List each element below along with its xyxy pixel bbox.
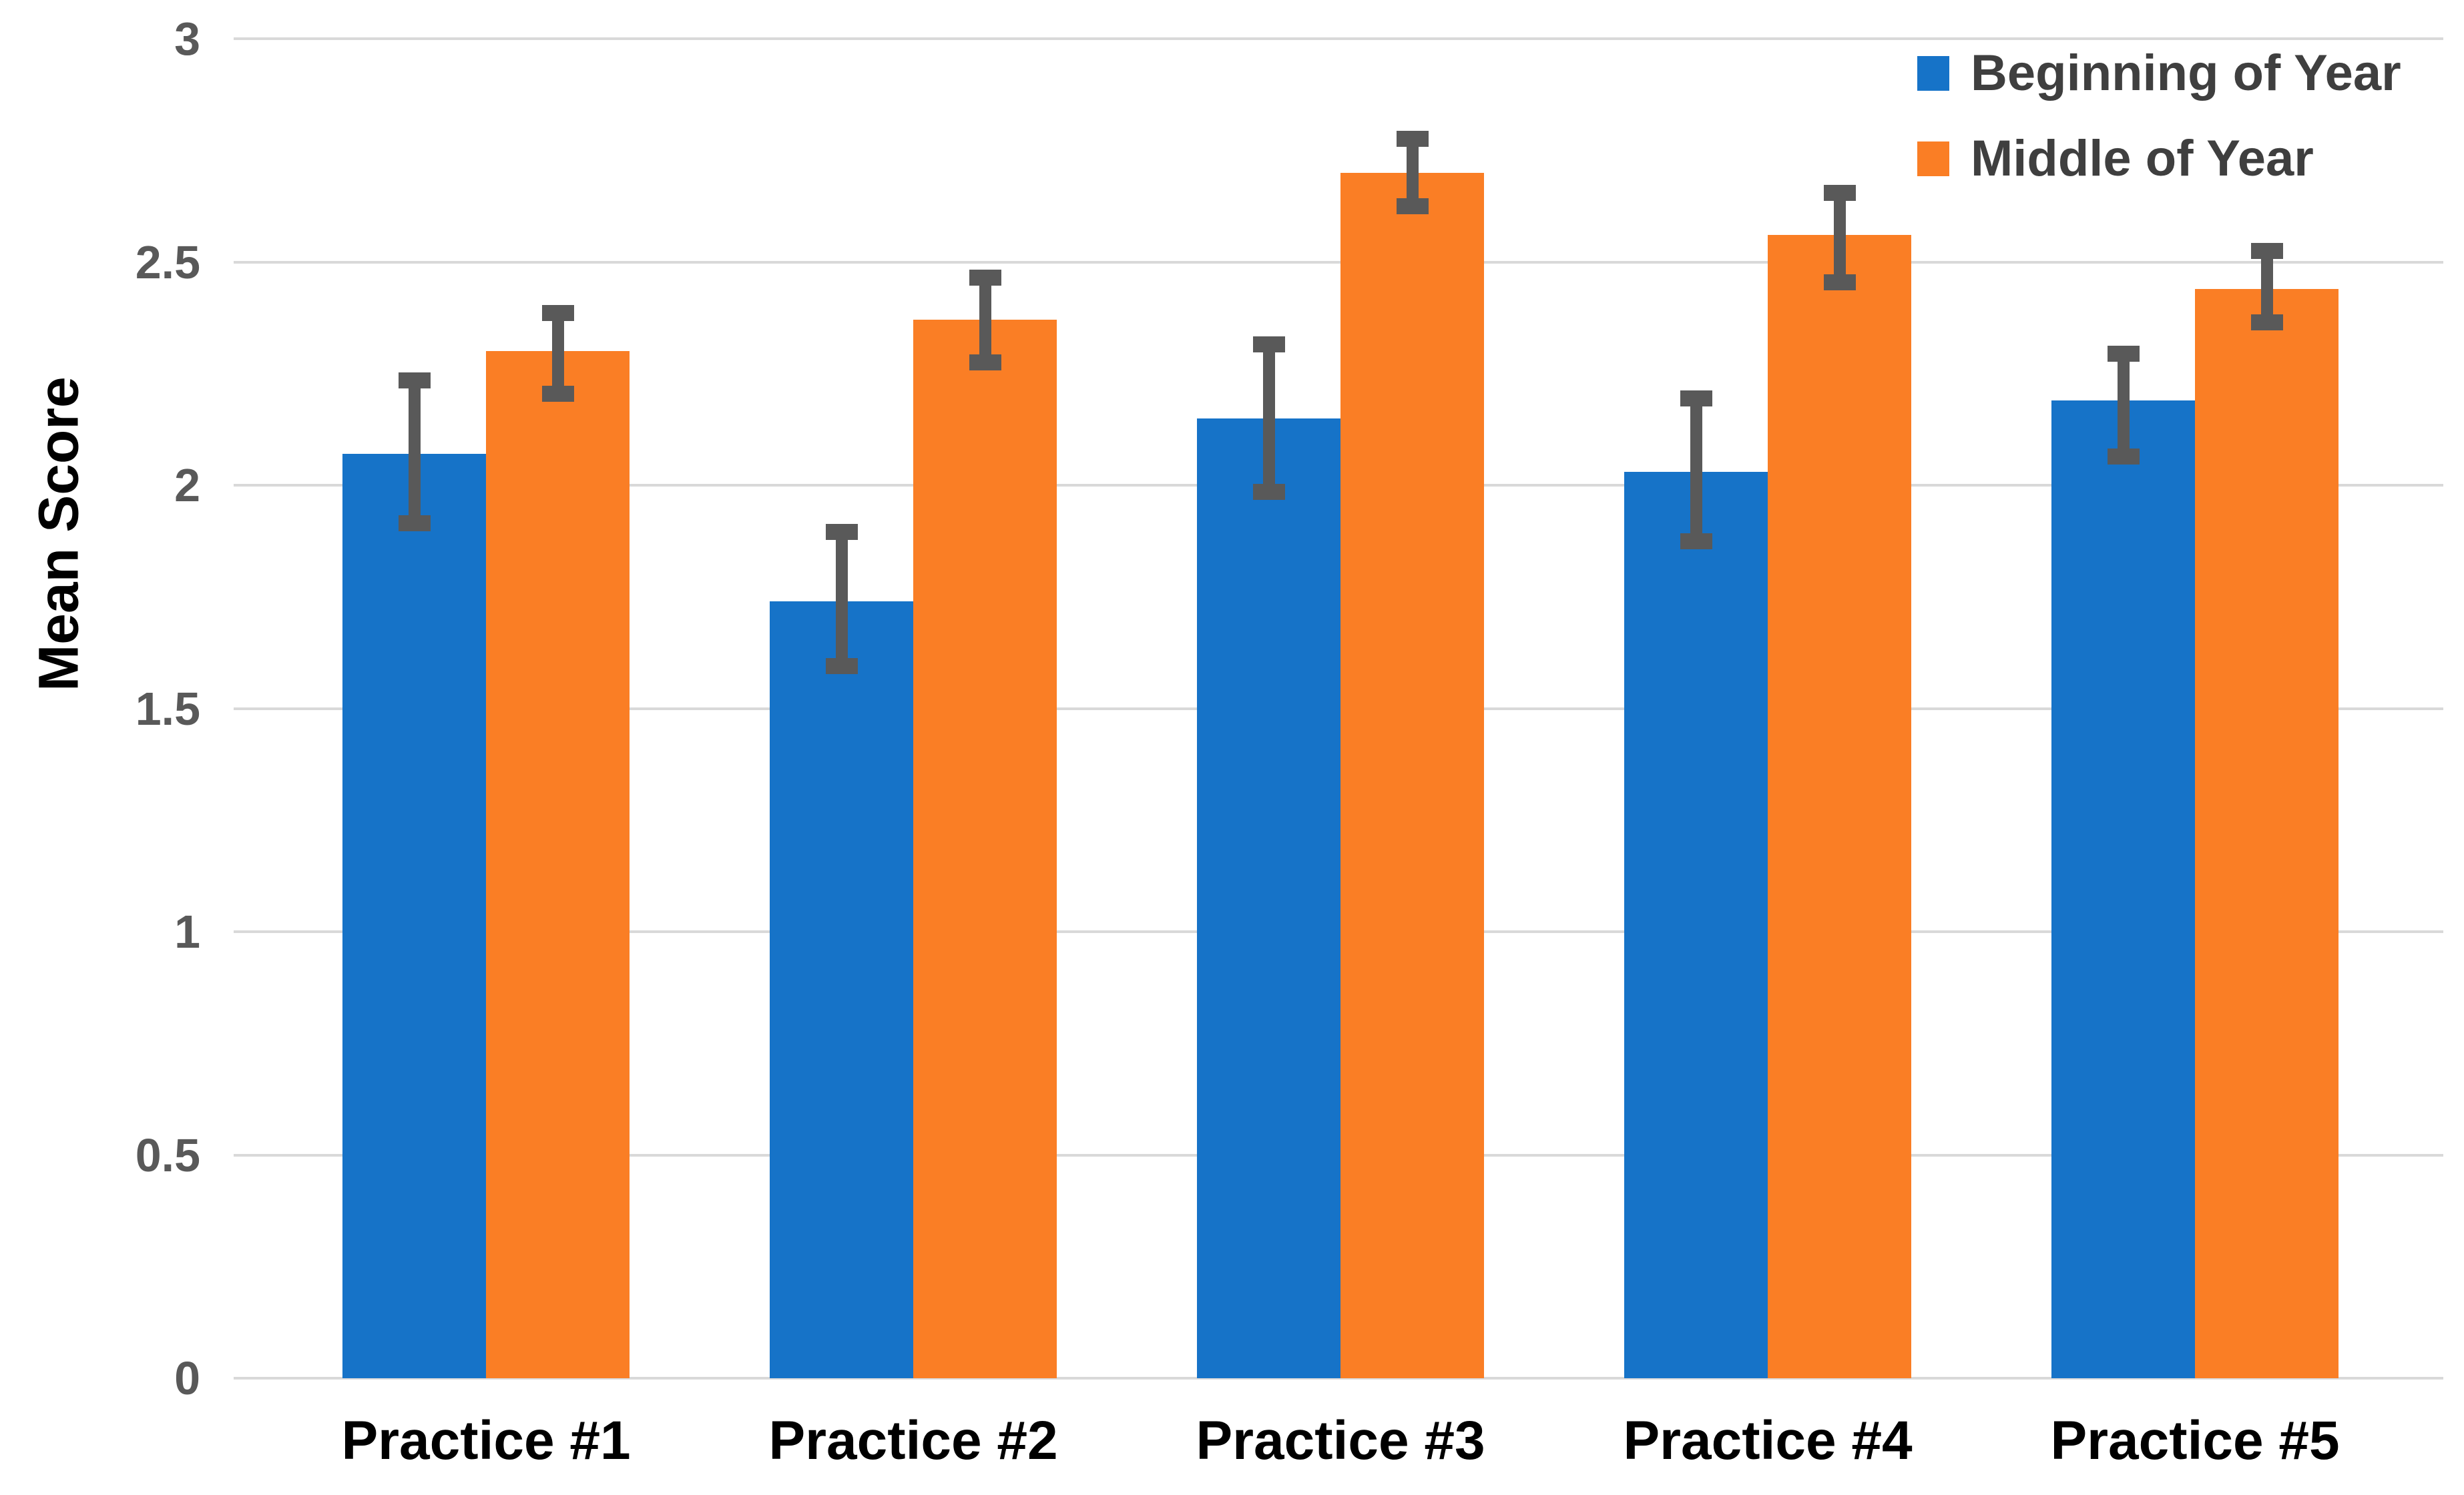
x-axis-label: Practice #1: [341, 1410, 631, 1471]
error-bar-cap-bottom: [2107, 448, 2140, 465]
y-tick-label: 1.5: [135, 682, 200, 735]
y-tick-label: 1: [174, 906, 200, 958]
error-bar-cap-bottom: [969, 354, 1001, 371]
error-bar: [1249, 336, 1289, 501]
bar-beginning-of-year: [770, 601, 913, 1378]
x-axis-label: Practice #3: [1196, 1410, 1485, 1471]
error-bar-cap-bottom: [1252, 484, 1285, 501]
error-bar: [1393, 131, 1433, 214]
bar-middle-of-year: [1768, 235, 1911, 1378]
error-bar-cap-bottom: [1823, 274, 1856, 290]
error-bar: [822, 524, 862, 674]
error-bar: [538, 305, 578, 402]
y-tick-label: 0: [174, 1352, 200, 1404]
error-bar-cap-top: [2107, 345, 2140, 362]
error-bar-stem: [551, 306, 564, 400]
error-bar-cap-top: [1396, 131, 1429, 147]
legend-label: Middle of Year: [1971, 130, 2314, 187]
x-axis-label: Practice #5: [2050, 1410, 2340, 1471]
error-bar-stem: [408, 373, 421, 530]
error-bar-cap-top: [541, 305, 574, 322]
y-tick-label: 2: [174, 459, 200, 511]
error-bar-cap-bottom: [2250, 314, 2283, 330]
y-tick-label: 0.5: [135, 1129, 200, 1181]
error-bar-cap-bottom: [1680, 533, 1712, 549]
legend-item: Beginning of Year: [1917, 48, 2401, 99]
bar-middle-of-year: [913, 320, 1057, 1378]
x-axis-label: Practice #4: [1623, 1410, 1913, 1471]
bar-beginning-of-year: [2051, 400, 2195, 1378]
legend-swatch-icon: [1917, 56, 1949, 91]
error-bar-cap-bottom: [1396, 198, 1429, 214]
error-bar: [2247, 242, 2287, 330]
error-bar-cap-top: [969, 269, 1001, 286]
y-tick-label: 2.5: [135, 236, 200, 288]
error-bar-cap-bottom: [825, 657, 858, 674]
error-bar: [1820, 184, 1860, 290]
error-bar-stem: [1833, 186, 1846, 289]
error-bar-cap-top: [825, 524, 858, 541]
error-bar-stem: [835, 525, 848, 673]
error-bar: [1676, 390, 1716, 549]
bar-beginning-of-year: [342, 454, 486, 1378]
bar-beginning-of-year: [1197, 418, 1340, 1378]
error-bar-stem: [1262, 338, 1275, 499]
error-bar-stem: [1406, 132, 1419, 213]
bar-middle-of-year: [1340, 172, 1484, 1378]
legend-swatch-icon: [1917, 141, 1949, 176]
error-bar-stem: [2117, 346, 2130, 463]
gridline: [234, 260, 2443, 264]
gridline: [234, 1377, 2443, 1380]
x-axis-label: Practice #2: [768, 1410, 1058, 1471]
error-bar: [965, 269, 1005, 371]
legend-label: Beginning of Year: [1971, 45, 2401, 101]
y-tick-label: 3: [174, 13, 200, 65]
error-bar-cap-top: [2250, 242, 2283, 259]
error-bar-stem: [979, 270, 991, 370]
error-bar-cap-top: [398, 372, 431, 388]
error-bar-cap-top: [1252, 336, 1285, 353]
bar-middle-of-year: [2195, 288, 2338, 1378]
error-bar-stem: [2260, 244, 2273, 329]
error-bar: [395, 372, 435, 531]
legend-item: Middle of Year: [1917, 133, 2314, 184]
error-bar-cap-top: [1823, 184, 1856, 201]
error-bar-stem: [1690, 391, 1702, 548]
error-bar-cap-bottom: [398, 515, 431, 531]
gridline: [234, 37, 2443, 40]
bar-beginning-of-year: [1624, 471, 1768, 1378]
error-bar: [2104, 345, 2144, 465]
error-bar-cap-top: [1680, 390, 1712, 406]
error-bar-cap-bottom: [541, 385, 574, 402]
bar-middle-of-year: [486, 351, 630, 1378]
